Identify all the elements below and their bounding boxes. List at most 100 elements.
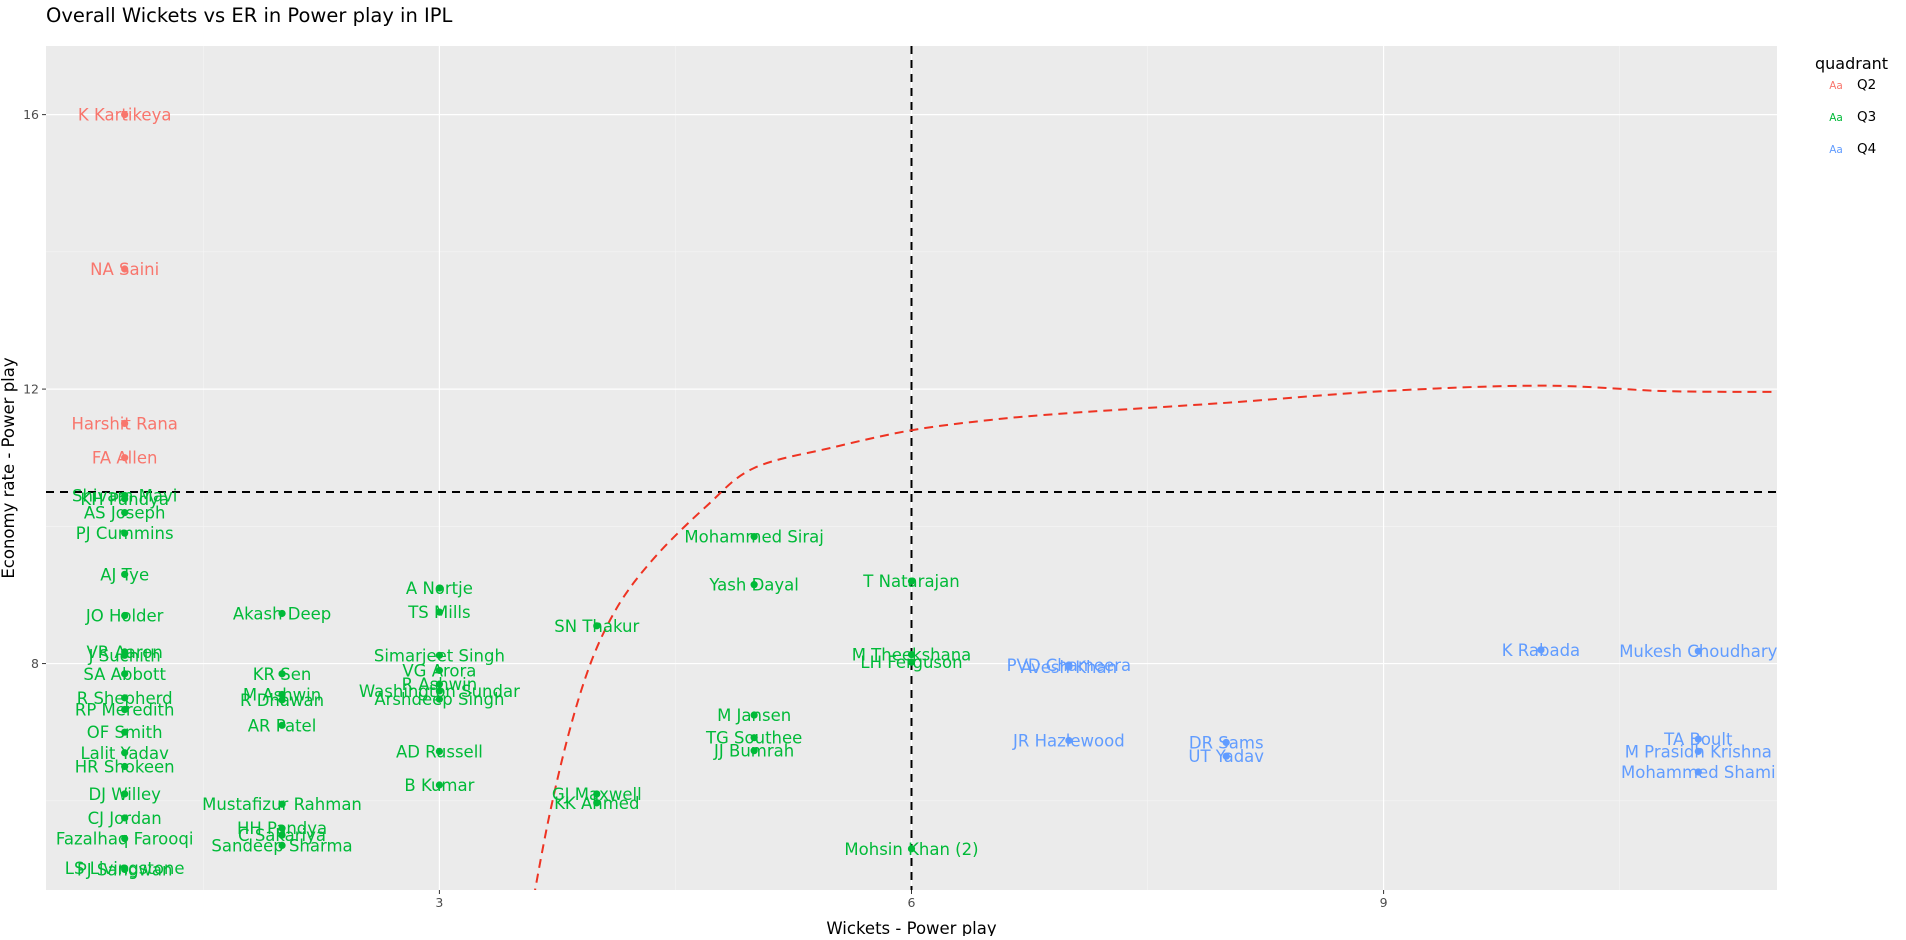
label-pj-sangwan: PJ Sangwan	[77, 860, 173, 879]
point-ad-russell	[435, 747, 444, 755]
label-fa-allen: FA Allen	[92, 449, 158, 468]
point-ut-yadav	[1222, 752, 1230, 760]
point-arshdeep-singh	[435, 695, 444, 703]
player-labels: K Kartikeya NA Saini Harshit Rana FA Allen S…	[56, 106, 1778, 880]
label-lalit-yadav: Lalit Yadav	[80, 744, 169, 763]
point-m-theekshana	[907, 651, 916, 659]
label-j-suchith: J Suchith	[88, 646, 161, 665]
label-m-theekshana: M Theekshana	[852, 646, 972, 665]
label-aj-tye: AJ Tye	[100, 565, 149, 584]
label-r-ashwin: R Ashwin	[402, 675, 478, 694]
point-c-sakariya	[278, 831, 286, 839]
label-tg-southee: TG Southee	[705, 729, 802, 748]
label-kk-ahmed: KK Ahmed	[554, 794, 639, 813]
point-kr-sen	[278, 670, 286, 678]
label-ar-patel: AR Patel	[248, 716, 317, 735]
label-dr-sams: DR Sams	[1189, 733, 1264, 752]
point-na-saini	[121, 265, 129, 273]
y-axis-ticks: 8 12 16	[23, 107, 46, 671]
point-t-natarajan	[907, 577, 916, 585]
label-yash-dayal: Yash Dayal	[708, 576, 799, 595]
label-akash-deep: Akash Deep	[233, 604, 331, 623]
point-vg-arora	[435, 666, 444, 675]
point-hr-shokeen	[121, 762, 129, 771]
legend-label-q3: Q3	[1857, 109, 1876, 125]
label-b-kumar: B Kumar	[404, 776, 474, 795]
point-harshit-rana	[121, 419, 129, 427]
label-kh-pandya: KH Pandya	[80, 490, 169, 509]
label-jj-bumrah: JJ Bumrah	[713, 742, 794, 761]
label-k-kartikeya: K Kartikeya	[78, 106, 172, 125]
point-gj-maxwell	[593, 790, 601, 798]
point-hh-pandya	[278, 824, 286, 832]
legend-label-q4: Q4	[1857, 141, 1876, 157]
label-fazalhaq-farooqi: Fazalhaq Farooqi	[56, 830, 194, 849]
label-simarjeet-singh: Simarjeet Singh	[374, 646, 505, 665]
point-k-kartikeya	[121, 111, 129, 119]
label-as-joseph: AS Joseph	[84, 504, 166, 523]
y-axis-title: Economy rate - Power play	[0, 357, 18, 578]
label-ts-mills: TS Mills	[407, 603, 470, 622]
label-mohammed-shami: Mohammed Shami	[1621, 763, 1776, 782]
point-ta-boult	[1694, 735, 1702, 743]
point-r-dhawan	[278, 696, 286, 704]
point-k-rabada	[1537, 646, 1545, 654]
point-kk-ahmed	[593, 799, 601, 807]
point-ts-mills	[435, 608, 444, 616]
label-ut-yadav: UT Yadav	[1188, 747, 1264, 766]
reference-lines	[46, 46, 1777, 890]
y-tick-label: 8	[31, 656, 39, 671]
point-yash-dayal	[750, 581, 758, 589]
point-jr-hazlewood	[1065, 736, 1073, 745]
point-mohsin-khan-2	[907, 845, 916, 853]
x-axis-ticks: 3 6 9	[435, 890, 1388, 910]
label-mukesh-choudhary: Mukesh Choudhary	[1619, 642, 1777, 661]
label-shivam-mavi: Shivam Mavi	[72, 486, 177, 505]
point-b-kumar	[435, 781, 444, 789]
legend: quadrant Aa Q2 Aa Q3 Aa Q4	[1815, 54, 1888, 157]
y-tick-label: 12	[23, 382, 39, 397]
label-hh-pandya: HH Pandya	[237, 819, 327, 838]
point-mukesh-choudhary	[1694, 647, 1702, 655]
label-jr-hazlewood: JR Hazlewood	[1012, 731, 1125, 750]
label-vg-arora: VG Arora	[402, 661, 476, 680]
point-washington-sundar	[435, 687, 444, 695]
y-tick-label: 16	[23, 107, 39, 122]
label-a-nortje: A Nortje	[406, 579, 473, 598]
point-sa-abbott	[121, 670, 129, 678]
point-sandeep-sharma	[278, 841, 286, 849]
label-ta-boult: TA Boult	[1663, 730, 1733, 749]
label-jo-holder: JO Holder	[85, 607, 164, 626]
legend-key-q2: Aa	[1829, 80, 1843, 92]
x-tick-label: 3	[435, 895, 443, 910]
point-mohammed-shami	[1694, 768, 1702, 776]
smooth-trend-curve	[534, 384, 1777, 890]
label-c-sakariya: C Sakariya	[238, 826, 326, 845]
point-mustafizur-rahman	[278, 800, 286, 808]
point-a-nortje	[435, 584, 444, 592]
point-simarjeet-singh	[435, 651, 444, 659]
label-pvd-chameera: PVD Chameera	[1007, 656, 1132, 675]
point-sn-thakur	[593, 622, 601, 630]
point-fazalhaq-farooqi	[121, 834, 129, 843]
point-ar-patel	[278, 721, 286, 729]
label-r-shepherd: R Shepherd	[77, 689, 173, 708]
label-t-natarajan: T Natarajan	[862, 572, 959, 591]
label-mohsin-khan-2: Mohsin Khan (2)	[844, 840, 978, 859]
label-pj-cummins: PJ Cummins	[76, 524, 174, 543]
point-kh-pandya	[121, 495, 129, 503]
point-pj-cummins	[121, 529, 129, 537]
x-tick-label: 6	[908, 895, 916, 910]
label-dj-willey: DJ Willey	[88, 785, 161, 804]
label-k-rabada: K Rabada	[1502, 641, 1580, 660]
label-ls-livingstone: LS Livingstone	[65, 859, 185, 878]
point-dr-sams	[1222, 738, 1230, 747]
point-jj-bumrah	[750, 747, 758, 755]
point-r-ashwin	[435, 680, 444, 688]
label-hr-shokeen: HR Shokeen	[75, 757, 175, 776]
label-arshdeep-singh: Arshdeep Singh	[374, 690, 504, 709]
point-m-prasidh-krishna	[1694, 747, 1702, 755]
point-dj-willey	[121, 790, 129, 798]
